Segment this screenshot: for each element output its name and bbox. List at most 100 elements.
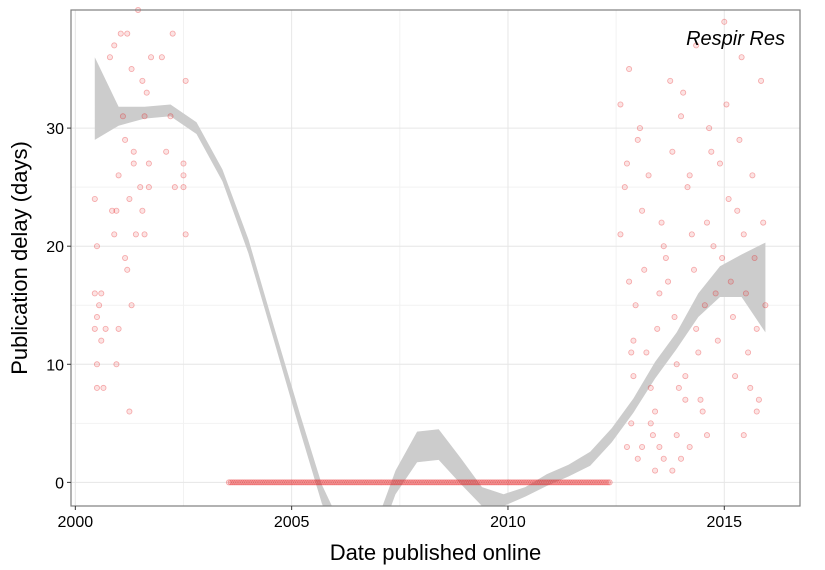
data-point-zero <box>337 479 344 486</box>
data-point-zero <box>378 479 385 486</box>
data-point-zero <box>346 479 353 486</box>
data-point <box>688 231 695 238</box>
data-point-zero <box>541 479 548 486</box>
data-point <box>119 113 126 120</box>
data-point-zero <box>562 479 569 486</box>
data-point <box>701 302 708 309</box>
data-point-zero <box>293 479 300 486</box>
data-point <box>109 207 116 214</box>
data-point-zero <box>273 479 280 486</box>
data-point <box>628 349 635 356</box>
data-point <box>126 195 133 202</box>
data-point-zero <box>355 479 362 486</box>
data-point <box>93 384 100 391</box>
data-point <box>697 396 704 403</box>
data-point-zero <box>533 479 540 486</box>
data-point-zero <box>357 479 364 486</box>
data-point <box>669 148 676 155</box>
data-point-zero <box>342 479 349 486</box>
data-point <box>660 455 667 462</box>
data-point-zero <box>473 479 480 486</box>
data-point-zero <box>358 479 365 486</box>
data-point <box>626 278 633 285</box>
data-point <box>708 148 715 155</box>
data-point-zero <box>347 479 354 486</box>
data-point-zero <box>539 479 546 486</box>
data-point <box>742 290 749 297</box>
data-point <box>738 54 745 61</box>
data-point-zero <box>309 479 316 486</box>
data-point-zero <box>353 479 360 486</box>
data-point <box>684 184 691 191</box>
data-point-zero <box>300 479 307 486</box>
data-point <box>100 384 107 391</box>
data-point <box>117 30 124 37</box>
data-point-zero <box>479 479 486 486</box>
x-tick-label: 2015 <box>706 514 742 531</box>
data-point-zero <box>327 479 334 486</box>
data-point <box>740 231 747 238</box>
data-point-zero <box>344 479 351 486</box>
data-point-zero <box>422 479 429 486</box>
data-point-zero <box>460 479 467 486</box>
data-point-zero <box>426 479 433 486</box>
data-point-zero <box>236 479 243 486</box>
data-point-zero <box>557 479 564 486</box>
data-point-zero <box>513 479 520 486</box>
y-tick-label: 0 <box>55 475 64 492</box>
data-point-zero <box>419 479 426 486</box>
data-point-zero <box>360 479 367 486</box>
data-point <box>725 195 732 202</box>
data-point-zero <box>366 479 373 486</box>
data-point <box>623 160 630 167</box>
data-point <box>710 243 717 250</box>
data-point-zero <box>377 479 384 486</box>
data-point-zero <box>351 479 358 486</box>
data-point <box>98 290 105 297</box>
data-point <box>686 172 693 179</box>
data-point <box>630 373 637 380</box>
data-point <box>130 160 137 167</box>
data-point <box>678 455 685 462</box>
data-point-zero <box>550 479 557 486</box>
data-point-zero <box>486 479 493 486</box>
data-point-zero <box>391 479 398 486</box>
data-point <box>171 184 178 191</box>
data-point <box>115 172 122 179</box>
data-point <box>762 302 769 309</box>
data-point-zero <box>581 479 588 486</box>
data-point <box>126 408 133 415</box>
data-point-zero <box>493 479 500 486</box>
data-point-zero <box>570 479 577 486</box>
data-point-zero <box>490 479 497 486</box>
y-tick-label: 10 <box>46 357 64 374</box>
data-point-zero <box>568 479 575 486</box>
y-tick-label: 30 <box>46 121 64 138</box>
data-point-zero <box>524 479 531 486</box>
data-point-zero <box>364 479 371 486</box>
x-tick-label: 2010 <box>490 514 526 531</box>
data-point-zero <box>588 479 595 486</box>
data-point <box>714 337 721 344</box>
data-point <box>716 160 723 167</box>
data-point-zero <box>566 479 573 486</box>
data-point-zero <box>442 479 449 486</box>
data-point <box>621 184 628 191</box>
data-point-zero <box>295 479 302 486</box>
data-point-zero <box>551 479 558 486</box>
data-point-zero <box>393 479 400 486</box>
data-point <box>180 172 187 179</box>
data-point-zero <box>324 479 331 486</box>
data-point <box>148 54 155 61</box>
data-point-zero <box>575 479 582 486</box>
data-point-zero <box>313 479 320 486</box>
data-point-zero <box>406 479 413 486</box>
data-point <box>667 77 674 84</box>
data-points <box>91 7 769 486</box>
data-point-zero <box>258 479 265 486</box>
data-point-zero <box>253 479 260 486</box>
data-point-zero <box>431 479 438 486</box>
data-point <box>145 160 152 167</box>
data-point-zero <box>271 479 278 486</box>
data-point-zero <box>468 479 475 486</box>
